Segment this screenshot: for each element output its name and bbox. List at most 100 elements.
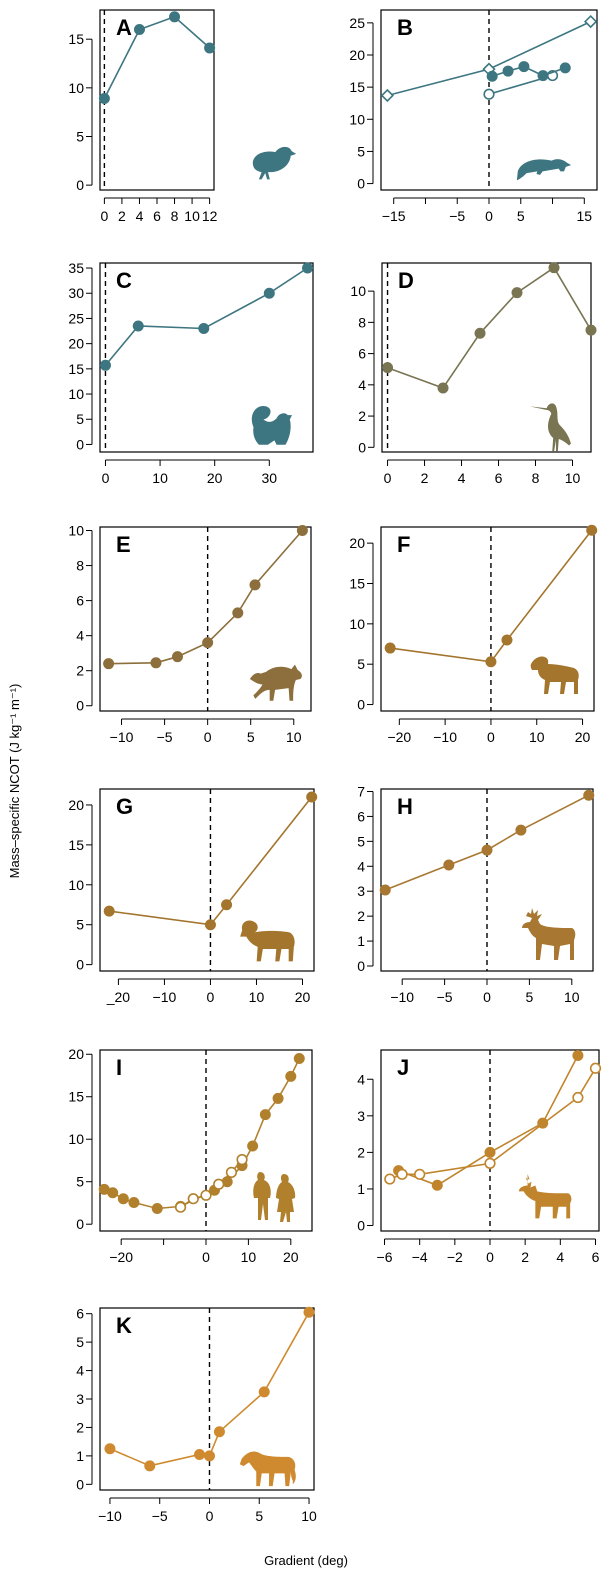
x-axis-label: Gradient (deg) — [264, 1553, 348, 1568]
data-point — [98, 93, 110, 105]
x-tick-label: 8 — [532, 470, 540, 486]
x-tick-label: 20 — [207, 470, 223, 486]
sheep-silhouette-icon — [240, 920, 295, 962]
series-line — [387, 266, 592, 389]
x-tick-label: 20 — [575, 729, 591, 745]
x-tick-label: 4 — [556, 1249, 564, 1265]
series-line — [104, 267, 308, 366]
x-tick-label: 2 — [118, 208, 126, 224]
y-tick-label: 4 — [357, 858, 365, 874]
data-point — [151, 1202, 163, 1214]
y-axis-label: Mass–specific NCOT (J kg⁻¹ m⁻¹) — [7, 683, 22, 879]
data-point — [103, 658, 115, 670]
y-tick-label: 8 — [358, 314, 366, 330]
data-point — [132, 320, 144, 332]
data-point — [484, 1146, 496, 1158]
data-point — [586, 524, 598, 536]
x-tick-label: 4 — [458, 470, 466, 486]
x-tick-label: −6 — [377, 1249, 393, 1265]
panel-F: 0 5 10 15 20 −20 −10 0 10 20 F — [349, 524, 598, 745]
bird-silhouette-icon — [252, 146, 297, 180]
data-point — [585, 324, 597, 336]
series-line — [109, 796, 313, 926]
panel-letter: J — [397, 1055, 409, 1080]
data-point — [99, 359, 111, 371]
data-point — [379, 884, 391, 896]
y-tick-label: 10 — [68, 80, 84, 96]
plot-frame — [380, 526, 595, 712]
data-point — [133, 23, 145, 35]
x-tick-label: 20 — [295, 989, 311, 1005]
y-tick-label: 8 — [76, 558, 84, 574]
x-tick-label: −20 — [387, 729, 411, 745]
x-tick-label: 10 — [301, 1508, 317, 1524]
y-tick-label: 5 — [76, 1334, 84, 1350]
y-tick-label: 2 — [358, 408, 366, 424]
y-tick-label: 5 — [357, 143, 365, 159]
data-point — [259, 1109, 271, 1121]
plot-frame — [99, 262, 314, 453]
y-tick-label: 4 — [358, 377, 366, 393]
x-tick-label: 6 — [592, 1249, 600, 1265]
data-point — [474, 327, 486, 339]
y-tick-label: 5 — [357, 833, 365, 849]
y-tick-label: 1 — [357, 933, 365, 949]
data-point — [144, 1460, 156, 1472]
panel-D: 0 2 4 6 8 10 0 2 4 6 8 10 D — [350, 262, 597, 486]
y-tick-label: 20 — [68, 1046, 84, 1062]
x-tick-label: 10 — [249, 989, 265, 1005]
data-point — [306, 791, 318, 803]
data-point — [174, 1201, 187, 1213]
x-tick-label: −20 — [109, 1249, 133, 1265]
x-tick-label: 2 — [521, 1249, 529, 1265]
heron-shape — [529, 403, 571, 452]
data-point — [293, 1052, 305, 1064]
x-tick-label: 10 — [564, 989, 580, 1005]
y-tick-label: 4 — [76, 1363, 84, 1379]
panel-letter: D — [398, 268, 414, 293]
x-tick-label: 5 — [526, 989, 534, 1005]
x-tick-label: 5 — [517, 208, 525, 224]
y-tick-label: 10 — [68, 877, 84, 893]
y-tick-label: 0 — [76, 1476, 84, 1492]
y-tick-label: 10 — [68, 386, 84, 402]
data-point — [198, 323, 210, 335]
series-line — [390, 529, 593, 663]
data-point — [437, 382, 449, 394]
data-point — [150, 657, 162, 669]
y-tick-label: 0 — [76, 698, 84, 714]
goat-shape — [530, 656, 579, 694]
y-tick-label: 1 — [357, 1181, 365, 1197]
data-point — [572, 1049, 584, 1061]
x-tick-label: 6 — [495, 470, 503, 486]
x-tick-label: 2 — [421, 470, 429, 486]
y-tick-label: 6 — [357, 808, 365, 824]
data-point — [104, 1443, 116, 1455]
y-tick-label: 2 — [76, 663, 84, 679]
y-tick-label: 7 — [357, 783, 365, 799]
data-point — [483, 88, 495, 100]
data-point — [486, 70, 498, 82]
data-point — [302, 262, 314, 274]
x-tick-label: −10 — [153, 989, 177, 1005]
data-point — [202, 637, 214, 649]
y-tick-label: 5 — [76, 128, 84, 144]
data-point — [303, 1306, 315, 1318]
x-tick-label: 30 — [262, 470, 278, 486]
y-tick-label: 6 — [76, 593, 84, 609]
data-point — [502, 65, 514, 77]
humans-shape — [253, 1172, 296, 1222]
x-tick-label: 0 — [206, 1508, 214, 1524]
data-point — [518, 61, 530, 73]
series-line — [103, 15, 211, 99]
data-point — [263, 287, 275, 299]
data-point — [484, 1157, 496, 1169]
panel-letter: A — [116, 15, 132, 40]
data-point — [272, 1092, 284, 1104]
panel-letter: K — [116, 1313, 132, 1338]
deer-silhouette-icon — [522, 908, 576, 960]
series-line — [103, 1058, 301, 1210]
panel-J: 0 1 2 3 4 −6 −4 −2 0 2 4 6 J — [357, 1049, 602, 1265]
data-point — [572, 1091, 584, 1104]
y-tick-label: 3 — [76, 1391, 84, 1407]
